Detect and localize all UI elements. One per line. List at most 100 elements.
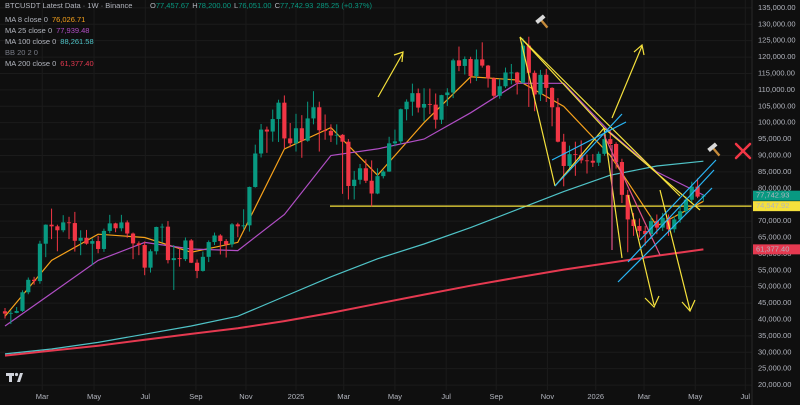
- candle-body: [14, 310, 19, 313]
- hammer-icon: [707, 142, 721, 157]
- legend-name: MA 100 close 0: [5, 37, 56, 46]
- candle-body: [363, 168, 368, 181]
- candle-body: [206, 242, 211, 257]
- candle-body: [637, 225, 642, 231]
- candle-body: [183, 240, 188, 260]
- candle-body: [619, 162, 625, 195]
- arrow-head: [633, 43, 645, 56]
- ohlc-value: 76,051.00: [238, 1, 271, 10]
- arrow: [377, 52, 404, 98]
- candle-body: [596, 153, 601, 163]
- candle-body: [538, 74, 543, 95]
- trend-line: [603, 134, 661, 256]
- candle-body: [107, 223, 112, 231]
- candle-body: [387, 143, 392, 172]
- candle-body: [683, 199, 689, 212]
- candle-body: [247, 186, 252, 226]
- logo: [6, 372, 23, 382]
- candle-body: [654, 221, 659, 228]
- candle-body: [229, 224, 235, 245]
- arrow: [611, 45, 643, 119]
- legend: BTCUSDT Latest Data · 1W · Binance O77,4…: [5, 1, 373, 68]
- legend-name: MA 8 close 0: [5, 15, 48, 24]
- cross-icon: [734, 142, 752, 160]
- candle-body: [608, 139, 613, 144]
- ma-line: [4, 82, 704, 327]
- candle-body: [20, 292, 25, 311]
- candle-body: [567, 154, 572, 166]
- candle-body: [573, 154, 578, 155]
- candle-body: [485, 65, 491, 79]
- y-tick-label: 35,000.00: [758, 331, 791, 340]
- ma-line: [4, 76, 704, 317]
- candle-body: [154, 226, 159, 252]
- candle-body: [288, 138, 293, 144]
- x-tick-label: 2025: [288, 392, 305, 401]
- x-tick-label: Jul: [441, 392, 451, 401]
- candle-body: [503, 72, 508, 87]
- x-tick-label: Sep: [490, 392, 503, 401]
- y-tick-label: 55,000.00: [758, 265, 791, 274]
- ohlc-key: O: [150, 1, 156, 10]
- x-tick-label: May: [87, 392, 101, 401]
- candle-body: [177, 258, 182, 260]
- legend-value: 77,939.48: [56, 26, 89, 35]
- candle-body: [456, 60, 462, 66]
- x-tick-label: Jul: [741, 392, 751, 401]
- y-tick-label: 105,000.00: [758, 101, 796, 110]
- legend-entry: MA 100 close 0 88,261.58: [5, 37, 94, 46]
- candle-body: [200, 256, 205, 271]
- channel-drawings: [551, 113, 717, 283]
- candle-body: [2, 311, 8, 314]
- candle-body: [276, 102, 281, 120]
- y-tick-label: 40,000.00: [758, 314, 791, 323]
- y-tick-label: 90,000.00: [758, 150, 791, 159]
- candle-body: [323, 130, 328, 132]
- change-value: 285.25 (+0.37%): [316, 1, 372, 10]
- hammer-handle: [539, 18, 549, 29]
- trend-line: [603, 127, 623, 259]
- ohlc-key: C: [275, 1, 281, 10]
- candle-body: [392, 141, 398, 144]
- y-tick-label: 80,000.00: [758, 183, 791, 192]
- candle-body: [165, 226, 171, 261]
- candle-body: [625, 194, 630, 220]
- y-tick-label: 50,000.00: [758, 282, 791, 291]
- trend-line: [603, 127, 701, 211]
- candle-body: [125, 222, 130, 234]
- x-tick-label: Nov: [239, 392, 253, 401]
- candle-body: [480, 59, 485, 66]
- channel-line: [627, 169, 715, 263]
- pink-drawings: [603, 134, 661, 256]
- candle-body: [549, 87, 555, 108]
- y-tick-label: 135,000.00: [758, 3, 796, 12]
- candle-body: [614, 143, 619, 163]
- candle-body: [171, 258, 176, 261]
- y-tick-label: 110,000.00: [758, 85, 795, 94]
- legend-entry: MA 200 close 0 61,377.40: [5, 59, 94, 68]
- candle-body: [445, 92, 450, 96]
- candle-body: [148, 251, 153, 268]
- arrow: [659, 189, 691, 311]
- legend-value: 88,261.58: [60, 37, 93, 46]
- ohlc-value: 78,200.00: [198, 1, 231, 10]
- candle-body: [317, 107, 322, 131]
- axes: 20,000.00 25,000.00 30,000.00 35,000.00 40,0…: [36, 0, 800, 405]
- candles: [2, 36, 706, 325]
- candle-body: [404, 101, 409, 110]
- y-tick-label: 30,000.00: [758, 347, 791, 356]
- candle-body: [421, 103, 427, 108]
- y-tick-label: 25,000.00: [758, 364, 791, 373]
- candle-body: [136, 243, 141, 246]
- candle-body: [101, 230, 107, 249]
- logo-part: [9, 373, 12, 382]
- hammer-handle: [711, 146, 721, 157]
- legend-entry: MA 25 close 0 77,939.48: [5, 26, 89, 35]
- candle-body: [72, 223, 77, 241]
- candle-body: [66, 222, 72, 224]
- y-tick-label: 65,000.00: [758, 232, 791, 241]
- y-tick-label: 115,000.00: [758, 68, 795, 77]
- candle-body: [555, 107, 561, 142]
